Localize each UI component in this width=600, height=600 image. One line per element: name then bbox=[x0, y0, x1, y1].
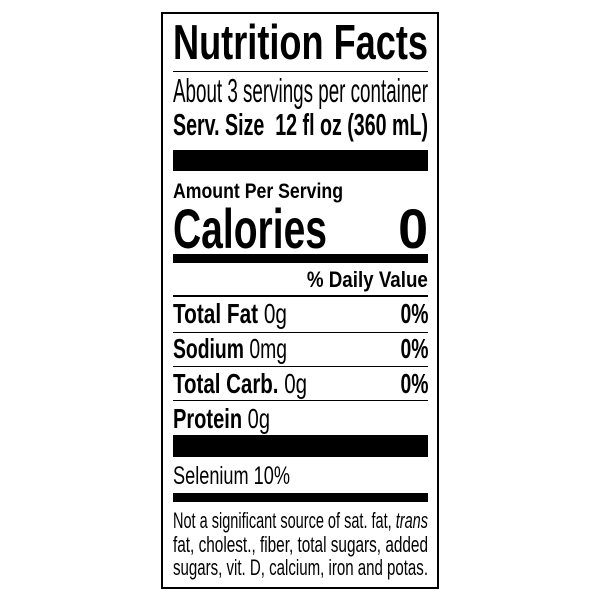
footnote-line: fat, cholest., fiber, total sugars, adde… bbox=[173, 532, 428, 557]
divider-thin bbox=[173, 295, 428, 297]
nutrient-dv-sodium: 0% bbox=[400, 333, 428, 364]
calories-value: 0 bbox=[398, 197, 428, 260]
amount-per-serving: Amount Per Serving bbox=[173, 180, 343, 203]
nutrient-dv-total-fat: 0% bbox=[400, 298, 428, 329]
nutrient-row-total-fat: Total Fat 0g bbox=[173, 298, 287, 329]
nutrient-row-protein: Protein 0g bbox=[173, 403, 270, 434]
footnote-line: Not a significant source of sat. fat, tr… bbox=[173, 508, 428, 533]
footnote-line: sugars, vit. D, calcium, iron and potas. bbox=[173, 555, 428, 580]
divider-thick bbox=[173, 150, 428, 171]
divider-thin bbox=[173, 332, 428, 333]
divider-thick bbox=[173, 435, 428, 457]
servings-per-container: About 3 servings per container bbox=[173, 72, 428, 109]
daily-value-header: % Daily Value bbox=[307, 267, 428, 292]
divider-medium bbox=[173, 254, 428, 263]
vitamin-row-selenium: Selenium 10% bbox=[173, 462, 290, 490]
divider-thin bbox=[173, 366, 428, 367]
nutrient-row-sodium: Sodium 0mg bbox=[173, 333, 287, 364]
divider-thin bbox=[173, 400, 428, 401]
divider-medium bbox=[173, 493, 428, 502]
serving-size: Serv. Size 12 fl oz (360 mL) bbox=[173, 107, 428, 142]
divider-thin bbox=[173, 71, 428, 72]
label-title: Nutrition Facts bbox=[173, 16, 428, 70]
nutrient-row-total-carb: Total Carb. 0g bbox=[173, 368, 307, 399]
nutrient-dv-total-carb: 0% bbox=[400, 368, 428, 399]
calories-label: Calories bbox=[173, 197, 327, 260]
nutrition-facts-panel bbox=[161, 12, 439, 589]
